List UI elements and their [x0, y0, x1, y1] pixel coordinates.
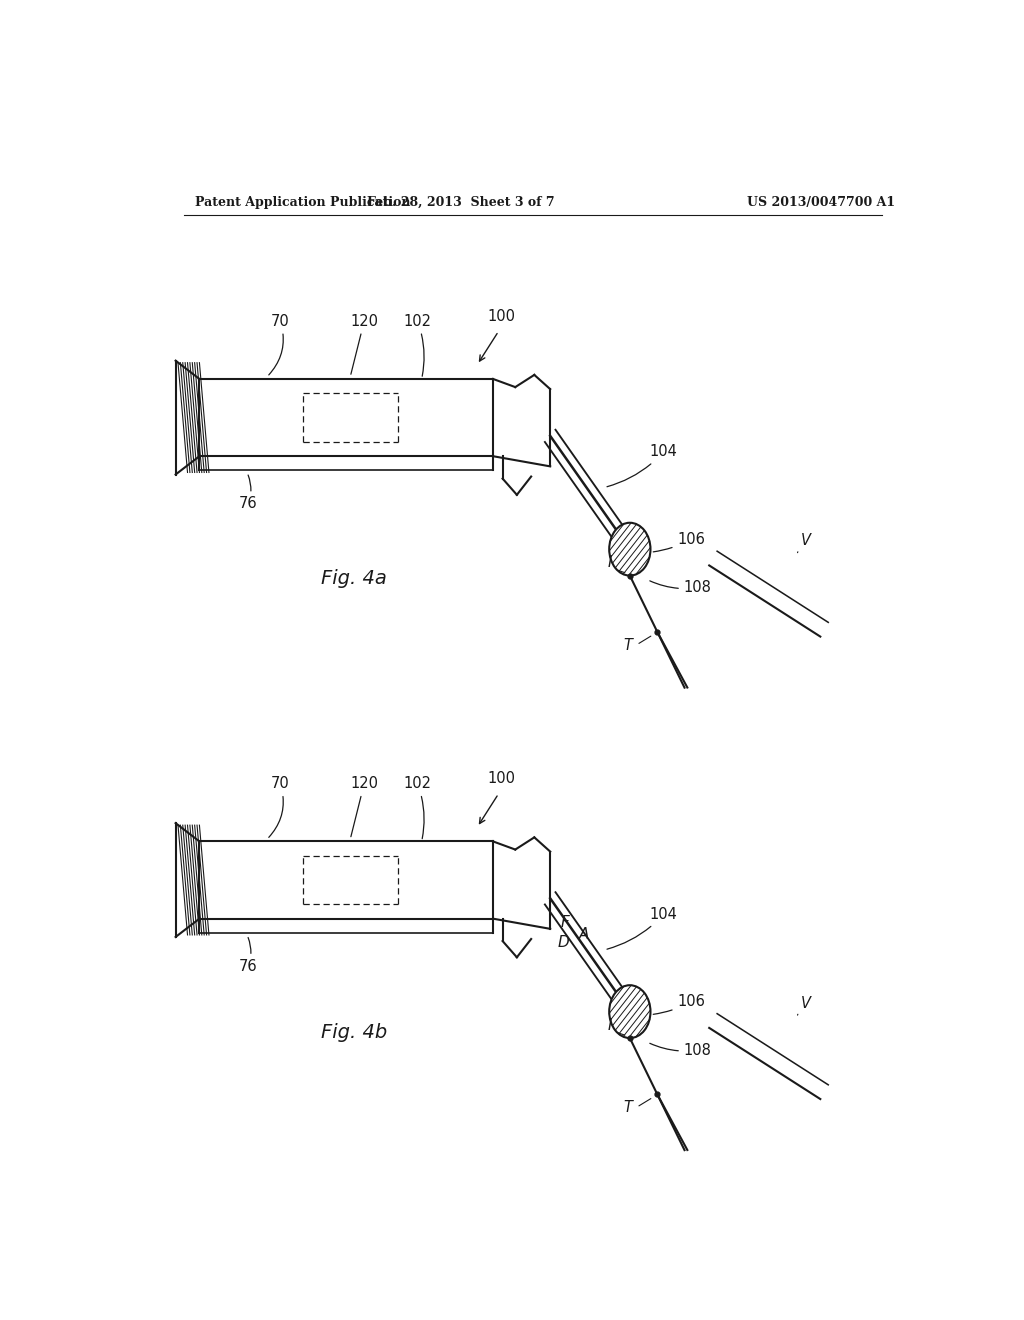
- Text: V: V: [801, 995, 810, 1011]
- Text: Patent Application Publication: Patent Application Publication: [196, 195, 411, 209]
- Text: T: T: [623, 638, 632, 653]
- Text: Fig. 4b: Fig. 4b: [322, 1023, 387, 1041]
- Text: 108: 108: [650, 1043, 712, 1057]
- Text: Feb. 28, 2013  Sheet 3 of 7: Feb. 28, 2013 Sheet 3 of 7: [368, 195, 555, 209]
- Text: I: I: [608, 1018, 612, 1034]
- Text: 102: 102: [403, 314, 431, 376]
- Text: 108: 108: [650, 581, 712, 595]
- Text: V: V: [801, 533, 810, 548]
- Text: US 2013/0047700 A1: US 2013/0047700 A1: [748, 195, 895, 209]
- Text: 120: 120: [350, 776, 378, 837]
- Text: 106: 106: [653, 532, 706, 552]
- Text: 100: 100: [487, 771, 515, 787]
- Text: A: A: [580, 927, 590, 942]
- Text: I: I: [608, 556, 612, 570]
- Circle shape: [609, 523, 650, 576]
- Text: F: F: [560, 915, 569, 929]
- Text: 106: 106: [653, 994, 706, 1014]
- Text: 70: 70: [268, 776, 290, 837]
- Text: 76: 76: [240, 475, 258, 511]
- Circle shape: [609, 985, 650, 1038]
- Text: 104: 104: [607, 445, 678, 487]
- Text: 102: 102: [403, 776, 431, 838]
- Text: 70: 70: [268, 314, 290, 375]
- Text: D: D: [557, 935, 569, 950]
- Text: 120: 120: [350, 314, 378, 375]
- Text: 100: 100: [487, 309, 515, 323]
- Text: 76: 76: [240, 937, 258, 974]
- Text: 104: 104: [607, 907, 678, 949]
- Text: T: T: [623, 1101, 632, 1115]
- Text: Fig. 4a: Fig. 4a: [322, 569, 387, 587]
